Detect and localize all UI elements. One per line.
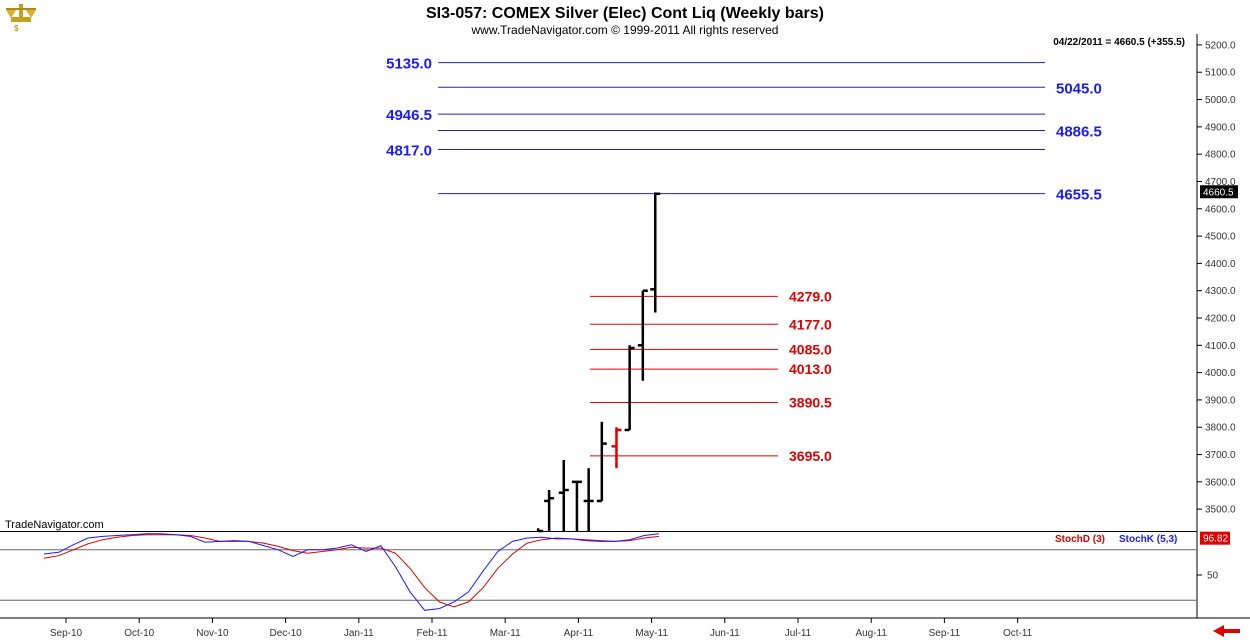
price-tick-label: 3600.0 — [1205, 477, 1236, 488]
legend-stochd: StochD (3) — [1055, 534, 1105, 545]
stochastic-panel: 50 96.82 — [0, 531, 1230, 611]
x-tick-label: Nov-10 — [196, 628, 229, 639]
blue-level-label: 5135.0 — [386, 56, 432, 73]
x-tick-label: Sep-10 — [50, 628, 83, 639]
x-tick-label: Jul-11 — [785, 628, 812, 639]
x-tick-label: Feb-11 — [417, 628, 448, 639]
price-tick-label: 4100.0 — [1205, 341, 1236, 352]
ohlc-bar — [544, 490, 555, 531]
price-readout: 04/22/2011 = 4660.5 (+355.5) — [1053, 37, 1185, 48]
price-tick-label: 3500.0 — [1205, 505, 1236, 516]
ohlc-bar — [558, 460, 569, 531]
blue-level-label: 4817.0 — [386, 143, 432, 160]
x-tick-label: Dec-10 — [269, 628, 302, 639]
price-last-value: 4660.5 — [1200, 185, 1238, 199]
price-tick-label: 4000.0 — [1205, 368, 1236, 379]
price-tick-label: 4400.0 — [1205, 259, 1236, 270]
x-tick-label: Oct-11 — [1003, 628, 1033, 639]
red-level-label: 4279.0 — [789, 288, 832, 304]
red-level-label: 4013.0 — [789, 361, 832, 377]
ohlc-bar — [650, 192, 661, 313]
ohlc-bar — [624, 345, 635, 432]
red-level-label: 3695.0 — [789, 448, 832, 464]
ohlc-bar — [596, 421, 607, 503]
ohlc-bar — [571, 480, 582, 531]
price-axis-ticks: 3500.0 3600.0 3700.0 3800.0 3900.0 4000.0 4100… — [1197, 40, 1236, 516]
red-level-label: 3890.5 — [789, 395, 832, 411]
gold-scale-logo-icon: $ — [6, 4, 36, 33]
legend-stochk: StochK (5,3) — [1119, 534, 1177, 545]
ohlc-bar — [637, 289, 648, 381]
blue-level-label: 4946.5 — [386, 107, 432, 124]
price-tick-label: 4800.0 — [1205, 150, 1236, 161]
red-left-arrow-icon[interactable] — [1213, 625, 1240, 637]
x-tick-label: Aug-11 — [855, 628, 887, 639]
blue-level-label: 5045.0 — [1056, 80, 1102, 97]
price-tick-label: 3800.0 — [1205, 423, 1236, 434]
price-tick-label: 4300.0 — [1205, 286, 1236, 297]
last-price-box — [1200, 185, 1238, 199]
price-tick-label: 4600.0 — [1205, 204, 1236, 215]
logo-dollar-text: $ — [14, 24, 19, 33]
stoch-tick-label: 50 — [1207, 571, 1219, 582]
stoch-last-box — [1200, 531, 1230, 545]
x-tick-label: Mar-11 — [490, 628, 521, 639]
price-tick-label: 3900.0 — [1205, 395, 1236, 406]
x-tick-label: Jan-11 — [344, 628, 374, 639]
price-tick-label: 4500.0 — [1205, 232, 1236, 243]
stoch-last-label: 96.82 — [1203, 534, 1228, 545]
stoch-d-line — [43, 534, 659, 608]
ohlc-bar — [611, 427, 622, 469]
price-tick-label: 5100.0 — [1205, 68, 1236, 79]
price-tick-label: 4200.0 — [1205, 314, 1236, 325]
brand-label: TradeNavigator.com — [5, 519, 104, 531]
price-tick-label: 5000.0 — [1205, 95, 1236, 106]
last-price-label: 4660.5 — [1203, 188, 1234, 199]
blue-level-label: 4655.5 — [1056, 187, 1102, 204]
price-tick-label: 4700.0 — [1205, 177, 1236, 188]
price-tick-label: 4900.0 — [1205, 122, 1236, 133]
red-level-label: 4085.0 — [789, 341, 832, 357]
level-lines: 5135.0 5045.0 4946.5 4886.5 4817.0 4655.5 4279… — [386, 56, 1102, 464]
chart-title: SI3-057: COMEX Silver (Elec) Cont Liq (W… — [426, 5, 824, 22]
price-tick-label: 3700.0 — [1205, 450, 1236, 461]
ohlc-bar — [536, 528, 544, 533]
x-axis: Sep-10 Oct-10 Nov-10 Dec-10 Jan-11 Feb-11 Mar-… — [50, 618, 1033, 639]
x-tick-label: Oct-10 — [124, 628, 154, 639]
stoch-k-line — [43, 533, 659, 611]
blue-level-label: 4886.5 — [1056, 124, 1102, 141]
x-tick-label: May-11 — [635, 628, 668, 639]
x-tick-label: Apr-11 — [564, 628, 594, 639]
stochastic-legend: StochD (3) StochK (5,3) — [1055, 534, 1177, 545]
x-tick-label: Sep-11 — [929, 628, 961, 639]
red-level-label: 4177.0 — [789, 316, 832, 332]
price-tick-label: 5200.0 — [1205, 40, 1236, 51]
ohlc-bars — [536, 192, 661, 533]
x-tick-label: Jun-11 — [710, 628, 740, 639]
ohlc-bar — [583, 468, 594, 531]
chart-copyright: www.TradeNavigator.com © 1999-2011 All r… — [471, 23, 779, 37]
